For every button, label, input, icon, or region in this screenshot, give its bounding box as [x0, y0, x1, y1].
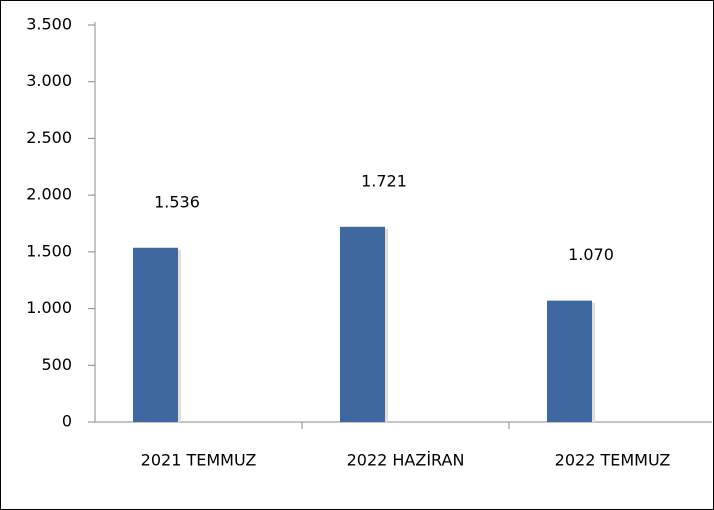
- y-tick-label: 1.500: [26, 241, 72, 260]
- y-tick-label: 2.000: [26, 185, 72, 204]
- x-tick-label: 2022 TEMMUZ: [555, 451, 671, 470]
- y-tick-label: 3.500: [26, 15, 72, 34]
- bar: [547, 300, 592, 422]
- y-tick-label: 500: [41, 355, 72, 374]
- bar: [133, 247, 178, 422]
- data-label: 1.070: [568, 245, 614, 264]
- y-tick-label: 2.500: [26, 128, 72, 147]
- bar: [340, 226, 385, 422]
- x-tick-label: 2022 HAZİRAN: [347, 451, 465, 470]
- y-tick-label: 0: [62, 412, 72, 431]
- data-label: 1.721: [361, 171, 407, 190]
- x-tick-label: 2021 TEMMUZ: [141, 451, 257, 470]
- data-label: 1.536: [154, 192, 200, 211]
- y-tick-label: 3.000: [26, 71, 72, 90]
- y-tick-label: 1.000: [26, 298, 72, 317]
